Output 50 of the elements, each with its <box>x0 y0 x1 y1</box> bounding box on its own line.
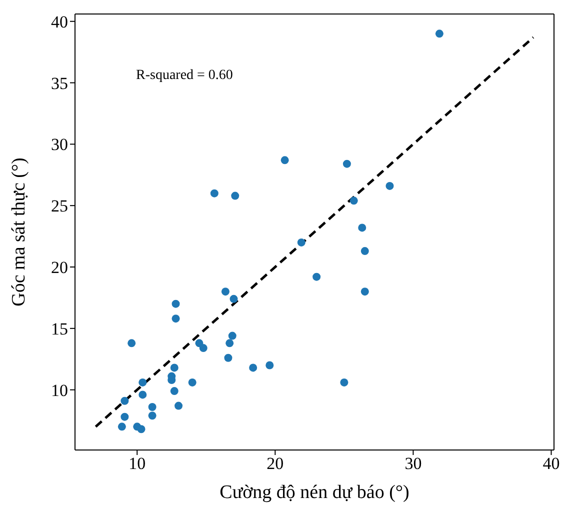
annotation: R-squared = 0.60 <box>136 68 233 84</box>
y-tick-label: 20 <box>51 258 68 278</box>
point <box>297 238 306 246</box>
x-tick-label: 10 <box>128 454 146 474</box>
point <box>199 344 208 352</box>
point <box>224 354 232 362</box>
y-tick-label: 30 <box>51 135 68 154</box>
point <box>221 288 230 296</box>
point <box>120 412 129 421</box>
point <box>350 196 358 205</box>
point <box>340 378 348 386</box>
point <box>138 378 147 386</box>
point <box>228 332 236 340</box>
y-tick-label: 15 <box>51 319 68 338</box>
y-tick-label: 40 <box>51 12 68 32</box>
x-tick-label: 40 <box>542 454 560 474</box>
point <box>138 390 147 399</box>
y-tick-label: 25 <box>51 196 68 216</box>
point <box>170 364 178 372</box>
point <box>120 396 129 405</box>
point <box>249 364 258 372</box>
x-axis-title: Cường độ nén dự báo (°) <box>220 482 410 503</box>
point <box>170 387 178 396</box>
point <box>231 192 240 200</box>
point <box>342 160 351 168</box>
point <box>172 300 180 308</box>
point <box>118 422 126 431</box>
point <box>280 156 289 164</box>
point <box>148 412 156 420</box>
y-tick-label: 35 <box>51 74 68 93</box>
x-tick-label: 30 <box>404 454 422 474</box>
y-axis-title: Góc ma sát thực (°) <box>8 158 30 306</box>
point <box>358 224 366 232</box>
x-tick-label: 20 <box>266 454 284 474</box>
point <box>360 247 369 256</box>
point <box>266 361 274 370</box>
point <box>188 378 196 386</box>
point <box>137 425 146 434</box>
point <box>226 339 234 348</box>
point <box>435 30 444 38</box>
point <box>210 189 218 198</box>
point <box>360 288 369 296</box>
point <box>386 182 394 190</box>
point <box>172 314 180 323</box>
point <box>174 402 183 410</box>
point <box>148 403 156 412</box>
point <box>312 272 321 281</box>
y-tick-label: 10 <box>51 380 68 400</box>
point <box>230 294 238 303</box>
point <box>128 339 136 348</box>
